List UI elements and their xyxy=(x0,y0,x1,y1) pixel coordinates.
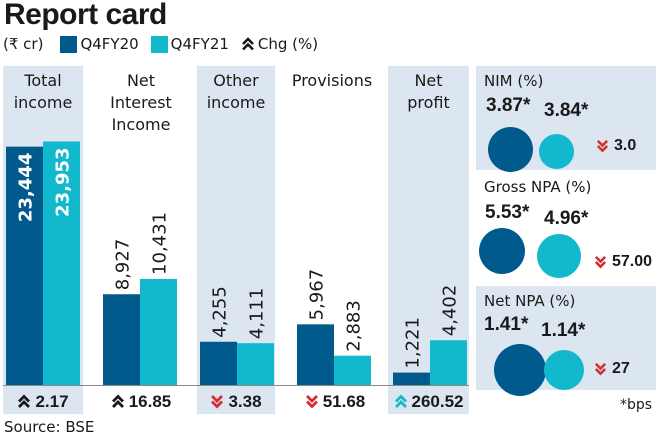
ratio-value-q4fy20: 1.41* xyxy=(484,314,529,335)
change-value: 16.85 xyxy=(128,391,172,411)
legend-label-q4fy21: Q4FY21 xyxy=(170,35,229,53)
legend-swatch-q4fy20 xyxy=(60,35,78,53)
ratio-circle-q4fy20 xyxy=(488,127,533,172)
category-label-line: income xyxy=(206,93,266,112)
bar-q4fy21-net-profit xyxy=(430,340,467,385)
legend-label-change: Chg (%) xyxy=(257,35,319,53)
legend-swatch-q4fy21 xyxy=(150,35,168,53)
category-label-line: Income xyxy=(111,115,171,134)
ratio-panel-nim: NIM (%) 3.87* 3.84* 3.0 xyxy=(476,66,656,172)
double-chevron-down-icon xyxy=(596,139,609,153)
category-label-other-income: Other income xyxy=(197,70,275,114)
chart-title: Report card xyxy=(4,0,167,31)
category-label-line: Interest xyxy=(110,93,172,112)
bar-q4fy21-other-income xyxy=(237,343,274,385)
unit-label: (₹ cr) xyxy=(3,35,44,53)
bar-q4fy21-provisions xyxy=(334,355,371,385)
ratio-circle-q4fy20 xyxy=(494,344,546,396)
category-label-line: Net xyxy=(126,71,156,90)
ratio-change-value: 3.0 xyxy=(614,137,637,154)
bar-q4fy20-net-profit xyxy=(393,372,430,385)
ratio-circle-q4fy20 xyxy=(479,228,525,274)
change-value: 3.38 xyxy=(228,391,262,411)
double-chevron-down-icon xyxy=(305,395,318,409)
change-provisions: 51.68 xyxy=(290,389,380,414)
change-other-income: 3.38 xyxy=(197,389,275,414)
double-chevron-down-icon xyxy=(211,395,224,409)
bar-label-q4fy20-provisions: 5,967 xyxy=(307,269,328,321)
category-label-line: Provisions xyxy=(291,71,373,90)
legend-item-change: Chg (%) xyxy=(241,35,318,53)
bar-q4fy21-net-interest-income xyxy=(140,278,177,385)
bar-label-q4fy21-net-profit: 4,402 xyxy=(440,285,461,337)
ratio-change-value: 57.00 xyxy=(612,253,653,270)
category-label-total-income: Total income xyxy=(3,70,83,114)
bar-q4fy20-other-income xyxy=(200,341,237,385)
ratio-title: Gross NPA (%) xyxy=(484,178,592,196)
double-chevron-down-icon xyxy=(594,362,607,376)
category-label-line: profit xyxy=(407,93,450,112)
ratio-value-q4fy20: 5.53* xyxy=(485,202,530,223)
category-label-line: Net xyxy=(414,71,443,90)
change-value: 2.17 xyxy=(35,391,69,411)
double-chevron-up-icon xyxy=(18,394,31,408)
double-chevron-up-icon xyxy=(111,394,124,408)
double-chevron-up-icon xyxy=(394,394,407,408)
ratio-circle-q4fy21 xyxy=(537,234,581,278)
ratio-value-q4fy21: 1.14* xyxy=(541,320,586,341)
legend-item-q4fy21: Q4FY21 xyxy=(150,35,229,53)
category-label-line: income xyxy=(13,93,73,112)
ratio-value-q4fy21: 4.96* xyxy=(544,208,589,229)
legend-item-q4fy20: Q4FY20 xyxy=(60,35,139,53)
category-label-line: Other xyxy=(213,71,259,90)
double-chevron-up-icon xyxy=(241,37,254,51)
ratio-change: 57.00 xyxy=(594,253,652,271)
ratio-value-q4fy20: 3.87* xyxy=(486,95,531,116)
bar-label-q4fy20-net-interest-income: 8,927 xyxy=(113,239,134,291)
ratio-value-q4fy21: 3.84* xyxy=(544,100,589,121)
bar-label-q4fy21-provisions: 2,883 xyxy=(344,300,365,352)
ratio-panel-net-npa: Net NPA (%) 1.41* 1.14* 27 xyxy=(476,286,656,396)
bar-q4fy21-total-income xyxy=(43,141,80,385)
category-label-line: Total xyxy=(24,71,62,90)
ratio-change-value: 27 xyxy=(612,360,630,377)
legend-label-q4fy20: Q4FY20 xyxy=(80,35,139,53)
ratio-title: Net NPA (%) xyxy=(484,292,576,310)
ratio-circle-q4fy21 xyxy=(544,350,584,390)
bar-label-q4fy20-total-income: 23,444 xyxy=(16,153,37,222)
bar-q4fy20-provisions xyxy=(297,324,334,385)
double-chevron-down-icon xyxy=(594,255,607,269)
bar-label-q4fy20-net-profit: 1,221 xyxy=(403,317,424,369)
category-label-provisions: Provisions xyxy=(280,70,384,92)
bar-label-q4fy20-other-income: 4,255 xyxy=(210,286,231,338)
footnote: *bps xyxy=(620,397,653,413)
bar-q4fy20-net-interest-income xyxy=(103,294,140,385)
ratio-circle-q4fy21 xyxy=(539,134,574,169)
bar-label-q4fy21-net-interest-income: 10,431 xyxy=(150,212,171,275)
ratio-panel-gross-npa: Gross NPA (%) 5.53* 4.96* 57.00 xyxy=(476,172,656,282)
change-value: 260.52 xyxy=(411,391,464,411)
bar-label-q4fy21-total-income: 23,953 xyxy=(53,147,74,216)
legend: (₹ cr) Q4FY20 Q4FY21 Chg (%) xyxy=(3,35,330,53)
bar-label-q4fy21-other-income: 4,111 xyxy=(247,288,268,340)
change-value: 51.68 xyxy=(322,391,366,411)
change-net-interest-income: 16.85 xyxy=(96,389,186,414)
category-label-net-interest-income: Net Interest Income xyxy=(96,70,186,136)
change-total-income: 2.17 xyxy=(3,389,83,414)
source-note: Source: BSE xyxy=(4,418,95,436)
bar-q4fy20-total-income xyxy=(6,146,43,385)
ratio-change: 27 xyxy=(594,360,630,378)
ratio-change: 3.0 xyxy=(596,137,636,155)
x-axis-baseline xyxy=(3,385,469,386)
change-net-profit: 260.52 xyxy=(388,389,469,414)
category-label-net-profit: Net profit xyxy=(388,70,469,114)
ratio-title: NIM (%) xyxy=(484,72,544,90)
